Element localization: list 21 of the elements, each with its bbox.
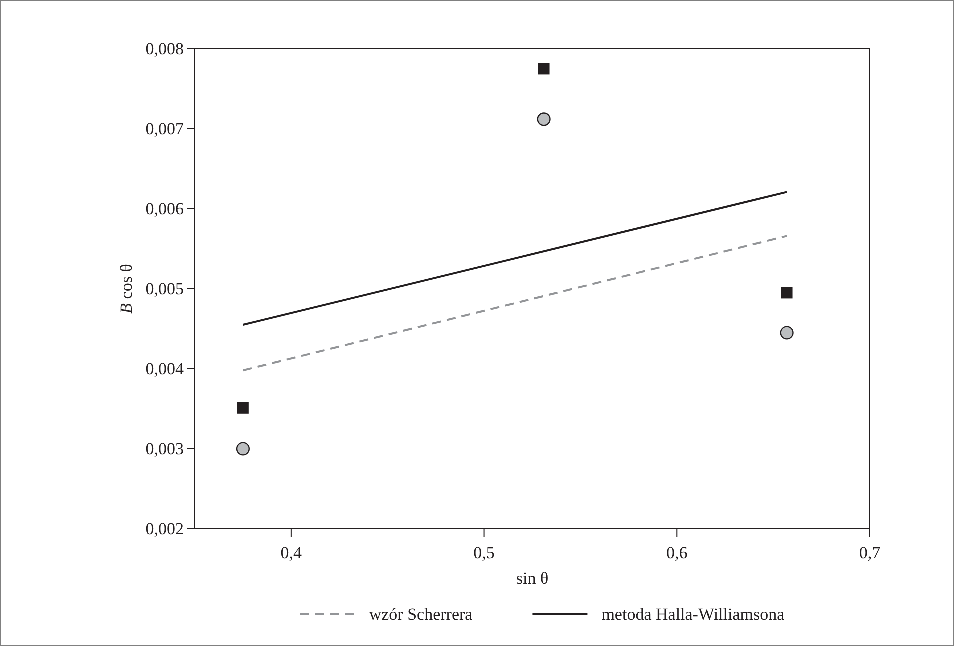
point: [780, 326, 794, 340]
x-tick-label: 0,4: [280, 544, 303, 563]
x-axis-title: sin θ: [516, 569, 549, 588]
y-tick-label: 0,008: [146, 39, 184, 58]
legend-label: wzór Scherrera: [369, 605, 474, 624]
y-tick-label: 0,004: [146, 359, 184, 378]
x-tick-label: 0,6: [666, 544, 688, 563]
y-tick-label: 0,002: [146, 519, 184, 538]
point: [538, 63, 550, 75]
legend-label: metoda Halla-Williamsona: [602, 605, 786, 624]
x-tick-label: 0,5: [474, 544, 495, 563]
point: [537, 112, 551, 126]
y-tick-label: 0,006: [146, 199, 184, 218]
x-tick-label: 0,7: [859, 544, 882, 563]
y-tick-label: 0,007: [146, 119, 184, 138]
y-axis-title: B cos θ: [117, 264, 136, 314]
point: [238, 402, 249, 414]
point: [236, 442, 250, 456]
y-tick-label: 0,005: [146, 279, 184, 298]
point: [781, 287, 793, 299]
y-tick-label: 0,003: [146, 439, 184, 458]
